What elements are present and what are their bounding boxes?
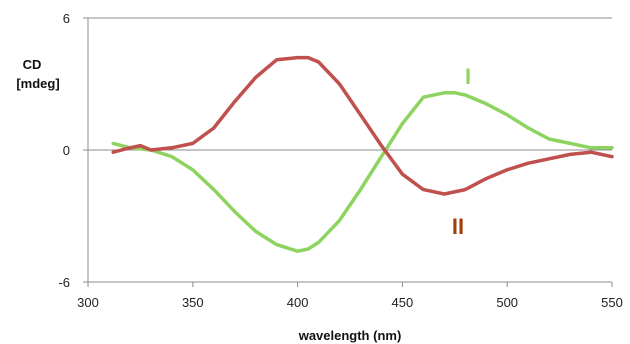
x-tick-label: 400 — [287, 295, 309, 310]
x-tick-label: 550 — [601, 295, 623, 310]
x-tick-label: 350 — [182, 295, 204, 310]
x-axis-title: wavelength (nm) — [298, 328, 402, 343]
x-tick-label: 450 — [392, 295, 414, 310]
series-label-II: II — [452, 214, 464, 239]
axes — [83, 17, 613, 287]
series-line-I — [111, 91, 614, 253]
y-axis-title-line-2: [mdeg] — [16, 76, 59, 91]
series-layer — [111, 55, 614, 253]
y-axis-title-line-1: CD — [23, 57, 42, 72]
y-axis-title: CD [mdeg] — [16, 57, 59, 91]
y-tick-label: 0 — [63, 143, 70, 158]
y-tick-label: -6 — [58, 275, 70, 290]
series-label-I: I — [465, 64, 471, 89]
x-tick-label: 300 — [77, 295, 99, 310]
y-tick-label: 6 — [63, 11, 70, 26]
series-line-II — [111, 55, 614, 196]
tick-labels: -6 0 6 300 350 400 450 500 550 — [58, 11, 622, 310]
x-tick-label: 500 — [496, 295, 518, 310]
